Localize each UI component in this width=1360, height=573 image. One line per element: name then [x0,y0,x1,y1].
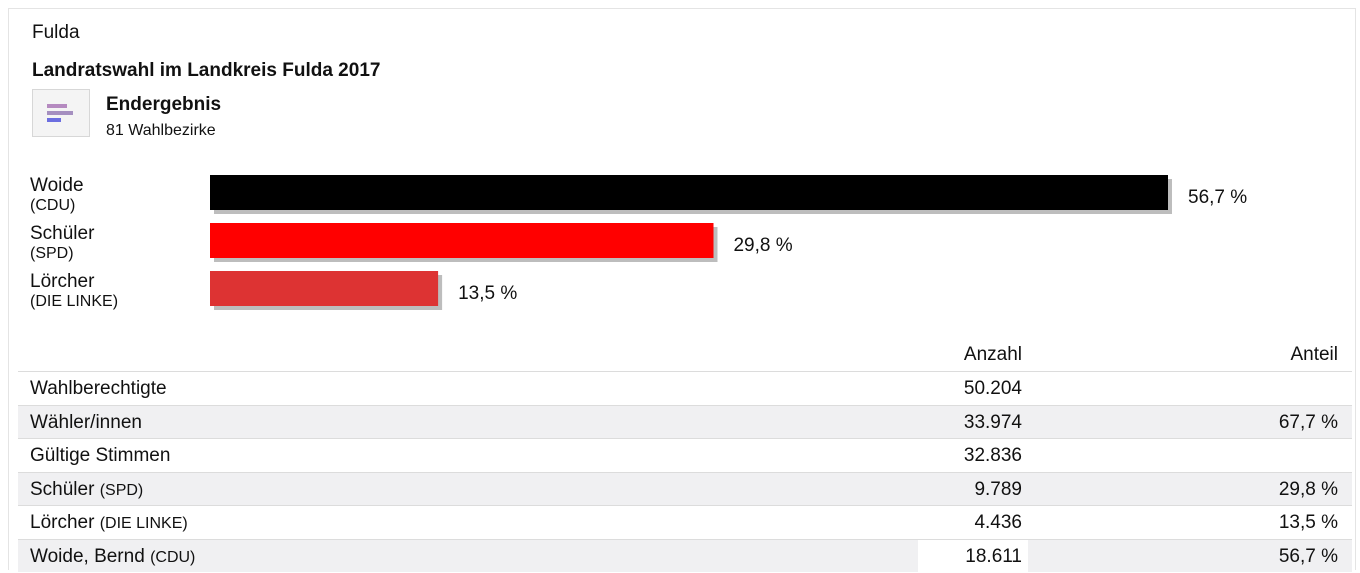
result-panel [8,8,1356,570]
row-name: Wähler/innen [30,411,142,433]
row-name: Woide, Bernd (CDU) [30,545,196,567]
bar [210,271,439,306]
table-row: Woide, Bernd (CDU) 18.611 56,7 % [18,538,1352,573]
row-party: (DIE LINKE) [99,515,188,532]
header-share: Anteil [1290,344,1338,365]
row-name: Lörcher (DIE LINKE) [30,512,188,533]
row-count: 4.436 [974,512,1022,533]
row-count: 9.789 [974,478,1022,500]
row-count: 50.204 [963,378,1022,399]
row-share: 13,5 % [1278,512,1338,533]
icon-bar [47,111,73,115]
table-row: Wahlberechtigte 50.204 [18,371,1352,405]
row-name: Gültige Stimmen [30,445,171,466]
row-share: 29,8 % [1278,478,1338,500]
table-header: Anzahl Anteil [18,338,1352,371]
bar-chart: Woide(CDU) 56,7 % Schüler(SPD) 29,8 % Lörche… [30,175,1247,310]
bar-party-label: (DIE LINKE) [30,293,118,310]
district-count: 81 Wahlbezirke [106,122,216,139]
bar-value-label: 13,5 % [458,283,517,304]
bar-chart-icon[interactable] [32,89,90,137]
row-party: (CDU) [150,548,196,566]
row-count: 18.611 [965,545,1022,567]
bar [210,223,714,258]
row-name: Wahlberechtigte [30,378,167,399]
table-row: Wähler/innen 33.974 67,7 % [18,404,1352,438]
row-share: 67,7 % [1278,411,1338,433]
bar-party-label: (SPD) [30,245,74,262]
bar-category-label: Lörcher [30,271,95,292]
place-name: Fulda [32,22,80,43]
page-title: Landratswahl im Landkreis Fulda 2017 [32,60,381,81]
row-count: 32.836 [963,445,1022,466]
row-share: 56,7 % [1278,545,1338,567]
bar-category-label: Schüler [30,223,95,244]
icon-bar [47,104,67,108]
count-cell-background [918,539,1028,573]
row-party: (SPD) [99,481,144,499]
bar-value-label: 56,7 % [1188,187,1247,208]
bar-category-label: Woide [30,175,84,196]
table-row: Lörcher (DIE LINKE) 4.436 13,5 % [18,505,1352,539]
table-row: Schüler (SPD) 9.789 29,8 % [18,471,1352,505]
bar-party-label: (CDU) [30,197,75,214]
icon-bar [47,118,61,122]
table-row: Gültige Stimmen 32.836 [18,438,1352,472]
bar [210,175,1168,210]
bar-value-label: 29,8 % [733,235,792,256]
results-table: Anzahl Anteil Wahlberechtigte 50.204 Wäh… [18,338,1352,573]
row-name: Schüler (SPD) [30,478,144,500]
row-count: 33.974 [963,411,1022,433]
result-status: Endergebnis [106,94,222,115]
header-count: Anzahl [963,344,1022,365]
